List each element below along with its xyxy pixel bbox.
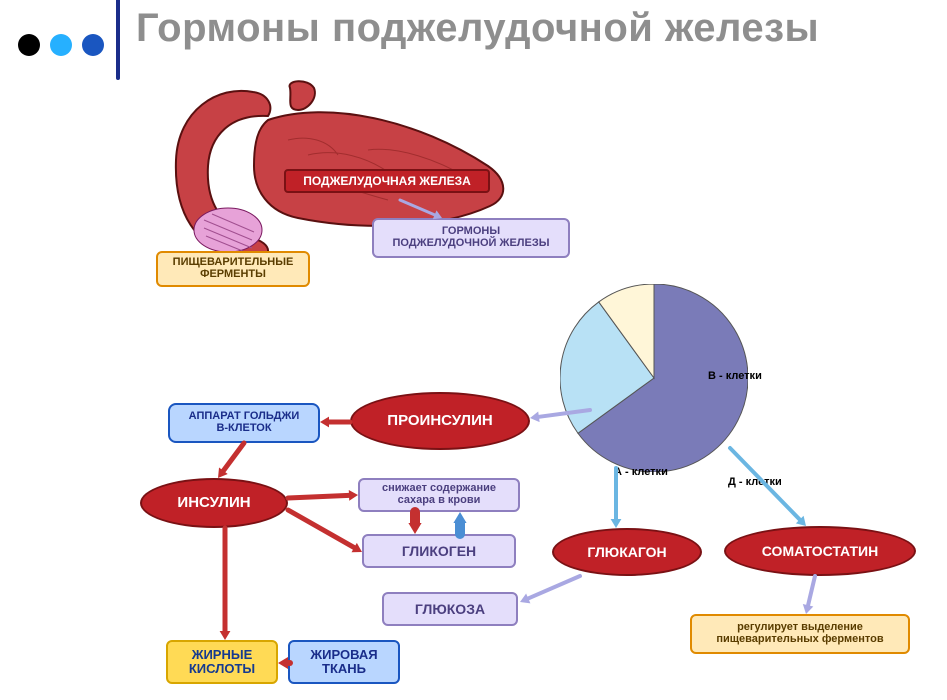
pie-label-0: В - клетки — [708, 370, 762, 382]
node-insulin: ИНСУЛИН — [140, 478, 288, 528]
node-pancreas_label: ПОДЖЕЛУДОЧНАЯ ЖЕЛЕЗА — [284, 169, 490, 193]
dot-2 — [50, 34, 72, 56]
node-glucagon: ГЛЮКАГОН — [552, 528, 702, 576]
dot-3 — [82, 34, 104, 56]
title-bar — [116, 0, 120, 80]
node-sugar: снижает содержание сахара в крови — [358, 478, 520, 512]
node-regulates: регулирует выделение пищеварительных фер… — [690, 614, 910, 654]
node-proinsulin: ПРОИНСУЛИН — [350, 392, 530, 450]
node-glycogen: ГЛИКОГЕН — [362, 534, 516, 568]
node-hormones_box: ГОРМОНЫ ПОДЖЕЛУДОЧНОЙ ЖЕЛЕЗЫ — [372, 218, 570, 258]
node-fat_tissue: ЖИРОВАЯ ТКАНЬ — [288, 640, 400, 684]
pie-label-1: А - клетки — [614, 466, 668, 478]
dot-1 — [18, 34, 40, 56]
node-golgi: АППАРАТ ГОЛЬДЖИ В-КЛЕТОК — [168, 403, 320, 443]
node-enzymes: ПИЩЕВАРИТЕЛЬНЫЕ ФЕРМЕНТЫ — [156, 251, 310, 287]
cell-pie-chart: В - клетки А - клетки Д - клетки — [560, 284, 928, 512]
title-dots — [18, 34, 104, 56]
diagram-stage: Гормоны поджелудочной железы В - клетки А… — [0, 0, 947, 700]
node-glucose: ГЛЮКОЗА — [382, 592, 518, 626]
node-fatty_acids: ЖИРНЫЕ КИСЛОТЫ — [166, 640, 278, 684]
pie-label-2: Д - клетки — [728, 476, 782, 488]
node-somatostatin: СОМАТОСТАТИН — [724, 526, 916, 576]
page-title: Гормоны поджелудочной железы — [136, 6, 819, 51]
